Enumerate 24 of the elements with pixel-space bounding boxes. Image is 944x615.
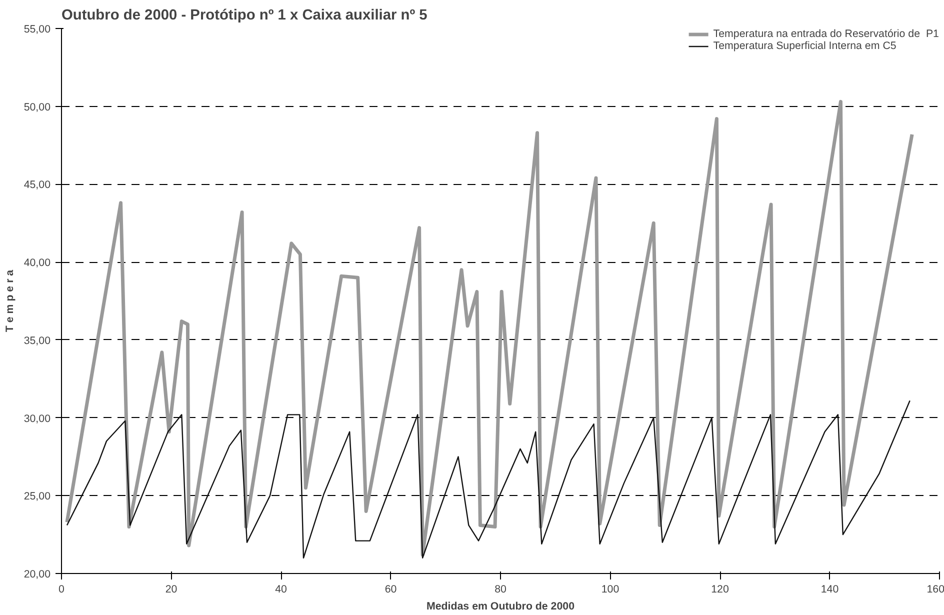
x-tick-label: 0 bbox=[58, 584, 65, 596]
y-tick-label: 30,00 bbox=[24, 412, 51, 425]
y-tick-label: 20,00 bbox=[24, 568, 51, 580]
y-tick-label: 50,00 bbox=[24, 101, 51, 114]
x-tick-label: 20 bbox=[165, 584, 178, 596]
y-tick-label: 45,00 bbox=[24, 179, 51, 192]
y-axis-title: T e m p e r a bbox=[4, 270, 16, 332]
y-tick-label: 40,00 bbox=[24, 257, 51, 270]
line-series bbox=[65, 100, 914, 557]
x-axis-title: Medidas em Outubro de 2000 bbox=[426, 600, 575, 612]
y-tick-label: 35,00 bbox=[24, 334, 51, 347]
x-tick-label: 140 bbox=[820, 584, 839, 596]
legend-label: Temperatura Superficial Interna em C5 bbox=[713, 40, 896, 52]
x-tick-label: 100 bbox=[601, 584, 620, 596]
x-tick-label: 120 bbox=[711, 584, 729, 596]
x-tick-label: 80 bbox=[494, 584, 506, 596]
y-tick-label: 25,00 bbox=[24, 490, 51, 503]
y-tick-label: 55,00 bbox=[24, 24, 51, 36]
legend-label: Temperatura na entrada do Reservatório de P1 bbox=[713, 28, 939, 40]
x-tick-label: 40 bbox=[275, 584, 287, 596]
line-series bbox=[66, 400, 910, 559]
chart-title: Outubro de 2000 - Protótipo nº 1 x Caixa auxiliar nº 5 bbox=[62, 8, 428, 24]
x-tick-label: 160 bbox=[926, 584, 944, 596]
x-tick-label: 60 bbox=[384, 584, 397, 596]
